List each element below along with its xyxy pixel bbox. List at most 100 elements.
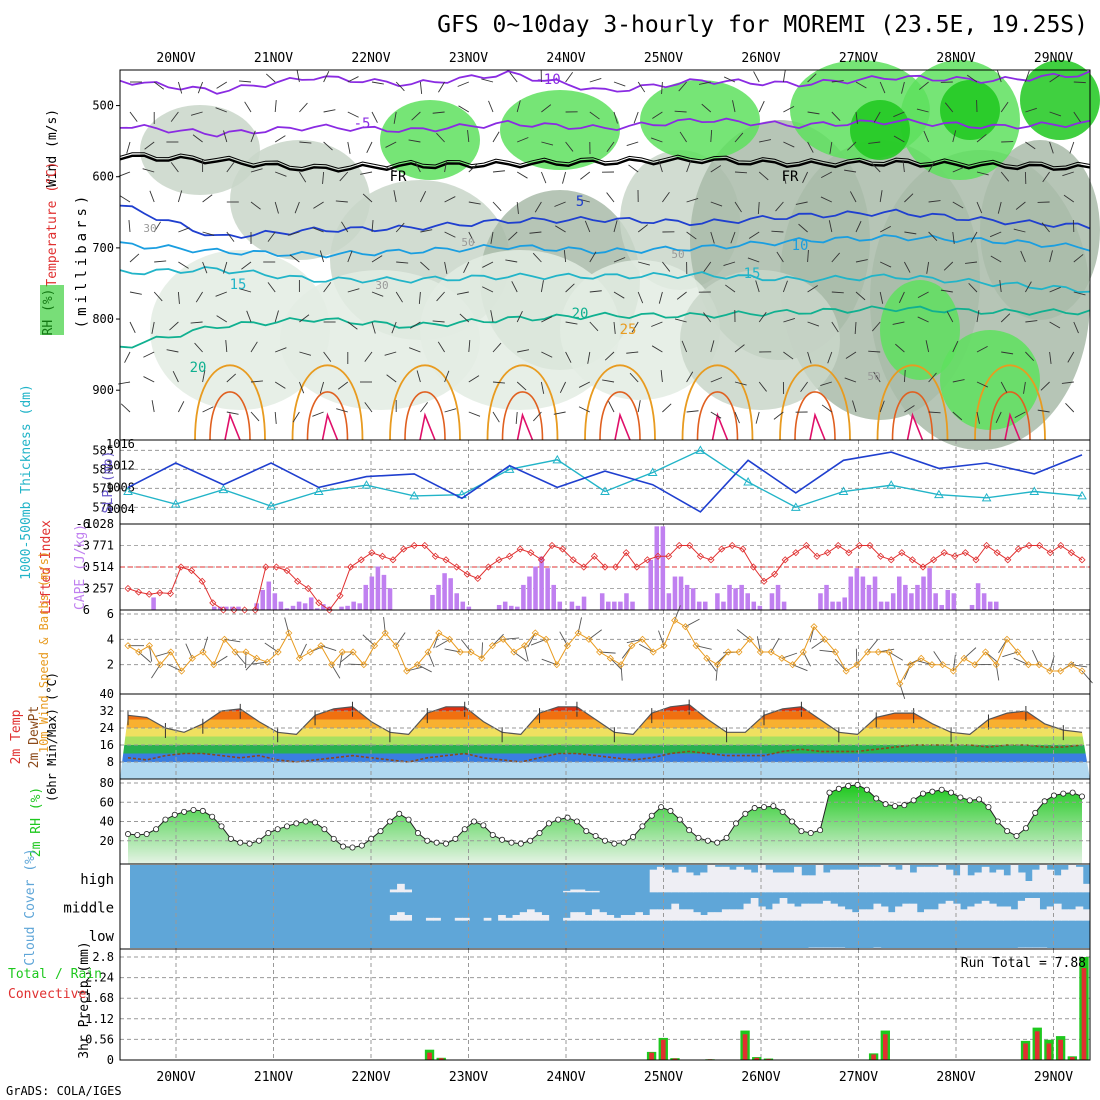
cape-bar bbox=[254, 603, 259, 610]
cloud-high-cell bbox=[909, 872, 918, 893]
wind-point bbox=[295, 654, 304, 662]
wind-barb bbox=[177, 401, 185, 413]
wind-barb bbox=[1073, 254, 1084, 263]
wind-barb bbox=[626, 141, 639, 146]
cape-bar bbox=[302, 603, 308, 610]
wind-point bbox=[403, 667, 411, 675]
wind-barb bbox=[468, 231, 475, 243]
cloud-middle-cell bbox=[931, 909, 939, 921]
cloud-low-cell bbox=[822, 947, 831, 949]
wind-barb bbox=[1037, 409, 1050, 413]
wind-barb bbox=[578, 406, 590, 413]
wind-barb bbox=[1025, 351, 1035, 361]
label-slp: SLP (mb) bbox=[101, 451, 116, 514]
rh-tick-label: 20 bbox=[100, 834, 114, 848]
wind-barb bbox=[674, 318, 687, 323]
wind-barb bbox=[1065, 403, 1075, 413]
thickness-point bbox=[647, 467, 658, 476]
label-convective: Convective bbox=[8, 987, 86, 1002]
cape-bar bbox=[266, 581, 272, 610]
wind-barb bbox=[855, 111, 858, 124]
wind-barb bbox=[505, 259, 518, 263]
cloud-high-cell bbox=[649, 869, 658, 893]
wind-barb bbox=[420, 402, 428, 413]
slp-line bbox=[127, 451, 1083, 513]
wind-barb bbox=[748, 231, 760, 239]
wind-barb bbox=[1049, 250, 1053, 263]
cloud-middle-cell bbox=[721, 909, 730, 921]
wind-barb bbox=[414, 161, 421, 173]
wind-barb bbox=[490, 310, 494, 323]
cape-bar bbox=[448, 578, 453, 610]
wind-point bbox=[467, 648, 475, 656]
cape-bar bbox=[539, 556, 544, 610]
cloud-middle-cell bbox=[837, 906, 846, 921]
wind-barb bbox=[662, 192, 670, 203]
wind-barb bbox=[871, 321, 881, 332]
cape-bar bbox=[757, 605, 763, 610]
li-point bbox=[548, 541, 556, 550]
cloud-high-cell bbox=[1075, 866, 1084, 893]
rh-point bbox=[499, 836, 506, 843]
cloud-high-cell bbox=[887, 866, 896, 893]
wind-barb bbox=[847, 141, 857, 151]
surface-barb bbox=[340, 651, 354, 663]
rh-point bbox=[976, 796, 983, 803]
li-tick-label: 0 bbox=[83, 560, 90, 574]
label-2m-dewpt: 2m DewPt bbox=[27, 706, 42, 769]
wind-barb bbox=[1073, 321, 1079, 334]
cloud-high-cell bbox=[765, 869, 773, 893]
wind-barb bbox=[142, 168, 155, 173]
rh-point bbox=[789, 818, 796, 825]
wind-barb bbox=[223, 261, 228, 274]
li-point bbox=[1046, 549, 1054, 557]
cape-bar bbox=[272, 593, 278, 610]
surface-barb bbox=[395, 632, 406, 646]
chart-title: GFS 0~10day 3-hourly for MOREMI (23.5E, … bbox=[437, 12, 1088, 38]
wind-point bbox=[553, 661, 561, 669]
cloud-low-cell bbox=[1039, 947, 1048, 949]
cape-bar bbox=[715, 593, 720, 610]
wind-barb bbox=[831, 252, 841, 263]
wind-barb bbox=[758, 100, 765, 113]
cloud-middle-cell bbox=[512, 915, 521, 921]
surface-barb bbox=[706, 658, 717, 672]
wind-barb bbox=[202, 261, 208, 274]
rh-point bbox=[564, 814, 571, 821]
rh-point bbox=[358, 842, 365, 849]
cloud-middle-cell bbox=[743, 903, 752, 921]
upper-ytick-label: 900 bbox=[92, 383, 114, 397]
rh-point bbox=[396, 810, 403, 817]
cape-tick-label: 771 bbox=[92, 539, 114, 553]
rh-point bbox=[732, 820, 739, 827]
temp-tick-label: 16 bbox=[100, 738, 114, 752]
wind-barb bbox=[226, 162, 235, 173]
wind-barb bbox=[436, 132, 445, 143]
wind-barb bbox=[828, 220, 833, 233]
wind-barb bbox=[904, 193, 914, 203]
li-tick-label: -3 bbox=[76, 539, 90, 553]
surface-barb bbox=[685, 618, 700, 628]
cloud-middle-cell bbox=[425, 917, 434, 921]
cape-bar bbox=[612, 601, 617, 610]
wind-point bbox=[638, 635, 647, 643]
cape-bar bbox=[618, 601, 623, 610]
cape-bar bbox=[690, 588, 696, 610]
cloud-high-cell bbox=[830, 869, 838, 893]
rh-point bbox=[265, 830, 272, 837]
wind-barb bbox=[244, 101, 252, 113]
thickness-point bbox=[218, 484, 229, 494]
wind-barb bbox=[274, 381, 286, 389]
hot-loop-7 bbox=[891, 391, 934, 441]
thickness-point bbox=[123, 486, 133, 495]
cape-bar bbox=[521, 584, 526, 610]
wind-barb bbox=[629, 372, 639, 383]
li-point bbox=[898, 549, 906, 557]
wind-barb bbox=[662, 403, 672, 413]
wind-barb bbox=[879, 291, 884, 304]
rh-point bbox=[1032, 809, 1039, 816]
wind-point bbox=[960, 654, 968, 662]
wind-barb bbox=[511, 281, 518, 293]
rh-point bbox=[901, 802, 908, 809]
